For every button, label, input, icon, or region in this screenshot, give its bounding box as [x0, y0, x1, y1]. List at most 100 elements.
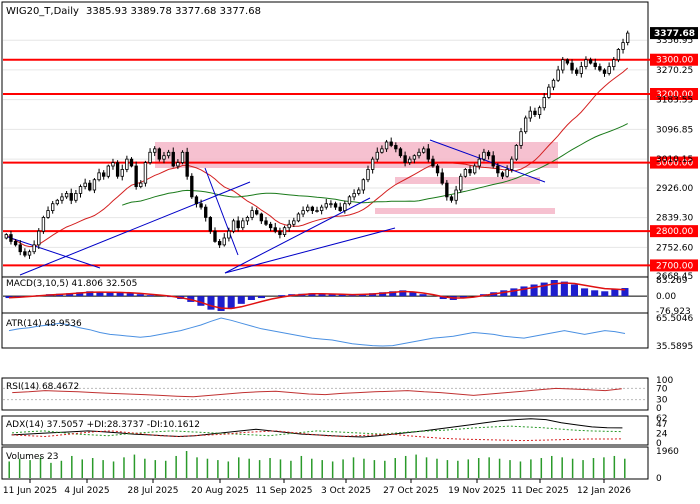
trendline-2[interactable]: [19, 181, 251, 276]
candle-body[interactable]: [4, 234, 8, 239]
candle-body[interactable]: [129, 158, 134, 167]
candle-body[interactable]: [338, 206, 342, 211]
candle-body[interactable]: [78, 186, 83, 194]
candle-body[interactable]: [88, 182, 92, 191]
candle-body[interactable]: [83, 182, 87, 187]
candle-body[interactable]: [125, 158, 129, 170]
candle-body[interactable]: [477, 158, 481, 167]
candle-body[interactable]: [547, 86, 551, 98]
candle-body[interactable]: [556, 69, 560, 81]
candle-body[interactable]: [287, 223, 291, 229]
candle-body[interactable]: [468, 169, 472, 174]
candle-body[interactable]: [500, 172, 505, 177]
candle-body[interactable]: [579, 66, 583, 74]
candle-body[interactable]: [301, 210, 305, 215]
candle-body[interactable]: [472, 165, 477, 174]
candle-body[interactable]: [171, 151, 175, 167]
candle-body[interactable]: [37, 230, 41, 246]
candle-body[interactable]: [278, 230, 282, 235]
candle-body[interactable]: [375, 151, 379, 160]
candle-body[interactable]: [13, 241, 18, 246]
candle-body[interactable]: [398, 148, 403, 157]
candle-body[interactable]: [199, 203, 203, 208]
candle-body[interactable]: [41, 217, 46, 232]
candle-body[interactable]: [245, 217, 250, 222]
candle-body[interactable]: [384, 141, 389, 150]
candle-body[interactable]: [491, 155, 495, 167]
candle-body[interactable]: [482, 151, 486, 160]
candle-body[interactable]: [598, 66, 602, 71]
trendline-3[interactable]: [224, 227, 396, 274]
candle-body[interactable]: [435, 165, 440, 174]
candle-body[interactable]: [616, 49, 621, 61]
candle-body[interactable]: [51, 203, 55, 211]
candle-body[interactable]: [361, 179, 366, 191]
candle-body[interactable]: [519, 131, 523, 146]
candle-body[interactable]: [431, 158, 435, 167]
candle-body[interactable]: [227, 230, 231, 239]
candle-body[interactable]: [102, 172, 106, 177]
candle-body[interactable]: [449, 196, 454, 201]
candle-body[interactable]: [333, 203, 338, 208]
candle-body[interactable]: [69, 193, 73, 201]
candle-body[interactable]: [55, 199, 60, 205]
candle-body[interactable]: [282, 227, 287, 235]
candlesticks[interactable]: [4, 30, 630, 259]
candle-body[interactable]: [97, 172, 101, 181]
candle-body[interactable]: [153, 148, 157, 153]
candle-body[interactable]: [510, 158, 514, 170]
candle-body[interactable]: [459, 175, 463, 191]
candle-body[interactable]: [231, 220, 236, 232]
trendline-1[interactable]: [4, 235, 101, 269]
candle-body[interactable]: [115, 162, 120, 177]
candle-body[interactable]: [259, 213, 264, 222]
candle-body[interactable]: [602, 69, 607, 74]
candle-body[interactable]: [64, 193, 69, 198]
candle-body[interactable]: [612, 59, 616, 67]
candle-body[interactable]: [370, 158, 375, 170]
candle-body[interactable]: [343, 203, 347, 211]
candle-body[interactable]: [408, 158, 412, 163]
candle-body[interactable]: [319, 206, 324, 211]
candle-body[interactable]: [505, 169, 509, 177]
candle-body[interactable]: [463, 169, 468, 177]
candle-body[interactable]: [143, 162, 148, 184]
candle-body[interactable]: [157, 148, 162, 160]
candle-body[interactable]: [389, 141, 393, 146]
candle-body[interactable]: [496, 165, 500, 174]
candle-body[interactable]: [9, 234, 13, 242]
candle-body[interactable]: [185, 151, 189, 177]
candle-body[interactable]: [194, 196, 199, 205]
candle-body[interactable]: [417, 151, 421, 157]
volumes-panel[interactable]: [1, 446, 649, 480]
candle-body[interactable]: [296, 213, 301, 222]
candle-body[interactable]: [514, 145, 519, 160]
candle-body[interactable]: [23, 251, 27, 256]
candle-body[interactable]: [162, 155, 166, 160]
candle-body[interactable]: [74, 193, 78, 201]
candle-body[interactable]: [607, 66, 611, 74]
candle-body[interactable]: [570, 62, 574, 71]
candle-body[interactable]: [403, 155, 407, 163]
candle-body[interactable]: [208, 217, 213, 232]
candle-body[interactable]: [190, 175, 194, 198]
candle-body[interactable]: [148, 151, 152, 163]
candle-body[interactable]: [134, 165, 138, 187]
candle-body[interactable]: [523, 117, 528, 133]
trendline-5[interactable]: [204, 167, 239, 256]
candle-body[interactable]: [394, 145, 398, 150]
candle-body[interactable]: [217, 241, 222, 246]
candle-body[interactable]: [139, 182, 143, 187]
candle-body[interactable]: [445, 182, 449, 198]
candle-body[interactable]: [32, 244, 36, 253]
candle-body[interactable]: [120, 169, 124, 177]
candle-body[interactable]: [551, 79, 556, 88]
candle-body[interactable]: [241, 220, 245, 229]
candle-body[interactable]: [621, 42, 625, 50]
candle-body[interactable]: [426, 148, 430, 160]
candle-body[interactable]: [412, 155, 417, 160]
candle-body[interactable]: [264, 220, 268, 225]
candle-body[interactable]: [329, 203, 333, 206]
candle-body[interactable]: [352, 193, 356, 198]
